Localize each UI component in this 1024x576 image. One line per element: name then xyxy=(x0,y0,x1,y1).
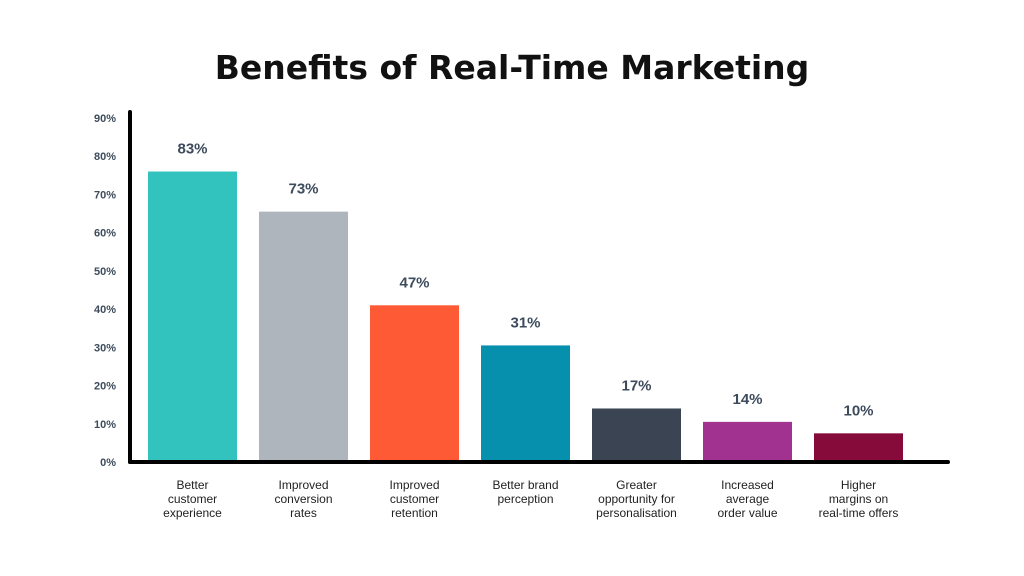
data-label: 83% xyxy=(177,141,207,158)
y-tick-label: 60% xyxy=(94,228,116,240)
y-tick-label: 70% xyxy=(94,189,116,201)
category-label: Greater opportunity for personalisation xyxy=(596,478,677,520)
category-label: Increased average order value xyxy=(717,478,777,520)
category-label: Improved conversion rates xyxy=(274,478,332,520)
data-label: 47% xyxy=(399,274,429,291)
data-label: 17% xyxy=(621,377,651,394)
data-label: 31% xyxy=(510,314,540,331)
data-label: 73% xyxy=(288,181,318,198)
bar xyxy=(259,211,348,462)
y-tick-label: 30% xyxy=(94,342,116,354)
y-tick-label: 50% xyxy=(94,266,116,278)
y-tick-label: 90% xyxy=(94,113,116,125)
bars xyxy=(148,171,903,462)
data-label: 14% xyxy=(732,391,762,408)
y-axis-ticks: 0% 10% 20% 30% 40% 50% 60% 70% 80% 90% xyxy=(94,113,116,469)
bar xyxy=(814,433,903,462)
category-label: Better customer experience xyxy=(163,478,222,520)
value-labels: 83% 73% 47% 31% 17% 14% 10% xyxy=(177,141,873,420)
bar xyxy=(703,421,792,462)
bar xyxy=(370,305,459,462)
y-tick-label: 0% xyxy=(100,457,116,469)
category-labels: Better customer experience Improved conversi… xyxy=(163,478,898,520)
y-tick-label: 80% xyxy=(94,151,116,163)
category-label: Higher margins on real-time offers xyxy=(819,478,899,520)
y-tick-label: 10% xyxy=(94,419,116,431)
bar xyxy=(148,171,237,462)
bar xyxy=(481,345,570,462)
y-tick-label: 20% xyxy=(94,381,116,393)
data-label: 10% xyxy=(843,402,873,419)
category-label: Improved customer retention xyxy=(389,478,439,520)
chart-title: Benefits of Real-Time Marketing xyxy=(214,48,810,87)
category-label: Better brand perception xyxy=(492,478,558,506)
bar xyxy=(592,408,681,462)
y-tick-label: 40% xyxy=(94,304,116,316)
